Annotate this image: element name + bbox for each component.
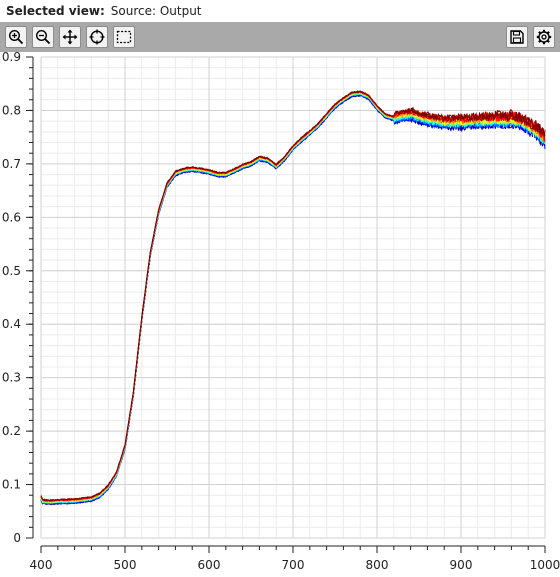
reset-view-button[interactable] (86, 26, 108, 48)
major-gridlines (40, 56, 546, 539)
y-tick-label: 0.6 (2, 210, 21, 224)
y-tick-label: 0.4 (2, 317, 21, 331)
tick-labels: 0 0.1 0.2 0.3 0.4 0.5 0.6 0.7 0.8 0.9 400 500 600 700… (2, 50, 560, 572)
plot-toolbar (0, 22, 560, 52)
x-tick-label: 400 (30, 558, 53, 572)
series-line (40, 90, 546, 502)
pan-button[interactable] (59, 26, 81, 48)
zoom-in-button[interactable] (5, 26, 27, 48)
x-tick-label: 900 (450, 558, 473, 572)
axes (26, 56, 546, 553)
plot-area[interactable]: 0 0.1 0.2 0.3 0.4 0.5 0.6 0.7 0.8 0.9 400 500 600 700… (0, 50, 560, 573)
y-tick-label: 0.3 (2, 371, 21, 385)
y-tick-label: 0.5 (2, 264, 21, 278)
zoom-in-icon (8, 29, 24, 45)
box-select-icon (116, 30, 132, 44)
x-tick-label: 700 (282, 558, 305, 572)
y-tick-label: 0.2 (2, 424, 21, 438)
x-tick-label: 600 (198, 558, 221, 572)
y-tick-label: 0.7 (2, 157, 21, 171)
settings-button[interactable] (533, 26, 555, 48)
zoom-out-button[interactable] (32, 26, 54, 48)
spectra-chart[interactable]: 0 0.1 0.2 0.3 0.4 0.5 0.6 0.7 0.8 0.9 400 500 600 700… (0, 50, 560, 573)
save-icon (510, 30, 524, 44)
series-lines (40, 90, 546, 506)
x-tick-label: 1000 (530, 558, 560, 572)
x-tick-label: 500 (114, 558, 137, 572)
x-tick-label: 800 (366, 558, 389, 572)
selected-view-header: Selected view: Source: Output (0, 0, 560, 22)
selected-view-source: Source: Output (110, 4, 202, 18)
y-tick-label: 0.9 (2, 52, 21, 64)
reset-view-icon (89, 29, 105, 45)
settings-icon (536, 29, 552, 45)
y-tick-label: 0 (13, 531, 21, 545)
y-tick-label: 0.1 (2, 478, 21, 492)
box-select-button[interactable] (113, 26, 135, 48)
selected-view-label: Selected view: (6, 4, 105, 18)
y-tick-label: 0.8 (2, 103, 21, 117)
pan-icon (62, 29, 78, 45)
zoom-out-icon (35, 29, 51, 45)
save-button[interactable] (506, 26, 528, 48)
